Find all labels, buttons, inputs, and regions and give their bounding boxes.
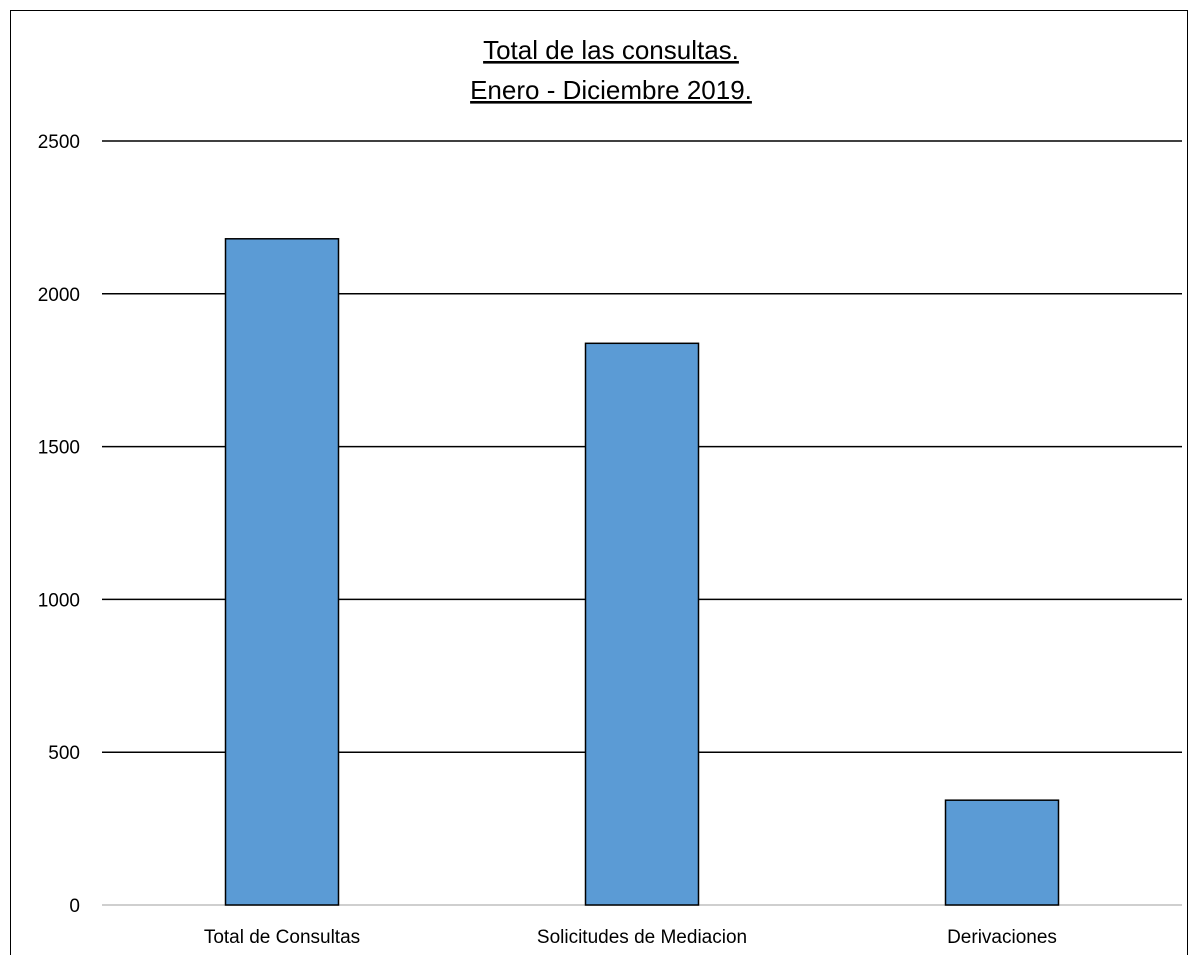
bar-3 (944, 799, 1060, 906)
y-axis-tick-labels: 0 500 1000 1500 2000 2500 (38, 132, 80, 917)
x-axis-category-labels: Total de Consultas Solicitudes de Mediaci… (204, 927, 1057, 948)
x-category-label: Total de Consultas (204, 927, 360, 948)
y-tick-label: 2500 (38, 132, 80, 153)
bar-2 (584, 342, 700, 906)
y-tick-label: 0 (69, 896, 80, 917)
chart-title-line-2: Enero - Diciembre 2019. (470, 75, 752, 105)
bar-1 (224, 238, 340, 906)
chart-title: Total de las consultas. Enero - Diciembr… (470, 35, 752, 105)
y-tick-label: 500 (48, 743, 80, 764)
y-tick-label: 2000 (38, 285, 80, 306)
x-category-label: Derivaciones (947, 927, 1057, 948)
chart-title-line-1: Total de las consultas. (483, 35, 739, 65)
y-tick-label: 1000 (38, 590, 80, 611)
bars (224, 238, 1060, 906)
y-tick-label: 1500 (38, 438, 80, 459)
x-category-label: Solicitudes de Mediacion (537, 927, 747, 948)
